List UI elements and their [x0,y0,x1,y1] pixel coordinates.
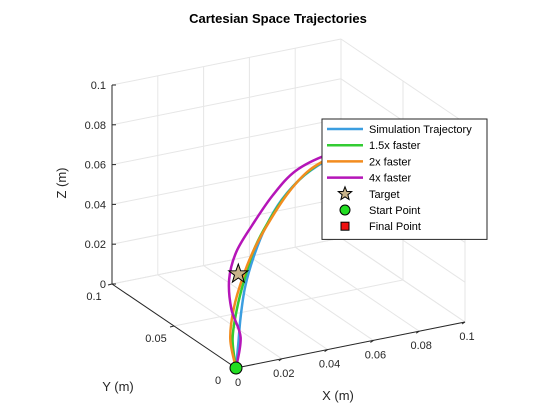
legend-box [321,118,488,240]
z-tick-label: 0.06 [85,160,106,172]
z-tick-label: 0.04 [85,199,106,211]
grid-line [111,118,342,166]
x-tick-label: 0.04 [319,359,340,371]
z-axis-label: Z (m) [54,167,69,198]
grid-line [111,38,342,86]
y-axis-label: Y (m) [102,379,134,394]
y-tick [107,283,113,286]
start-point-marker [229,361,243,375]
x-tick [278,358,283,362]
legend-target-symbol [336,185,354,201]
legend-start-point-symbol [339,204,351,216]
legend-final-point-symbol [340,221,350,231]
legend-entry: 1.5x faster [369,140,421,152]
y-tick-labels: 0 0.05 0.1 [86,291,221,387]
grid-line [111,237,342,285]
y-tick-label: 0.1 [86,291,101,303]
legend-entry: Start Point [369,205,420,217]
x-tick-label: 0.02 [273,368,294,380]
z-tick-labels: 0 0.02 0.04 0.06 0.08 0.1 [85,80,106,291]
grid-line [340,38,466,124]
grid-line [111,197,342,245]
y-tick [169,325,175,328]
y-tick-label: 0.05 [145,333,166,345]
legend-entry: Target [369,189,400,201]
x-tick-label: 0.06 [365,349,386,361]
x-tick-label: 0.1 [459,331,474,343]
x-tick-label: 0.08 [410,340,431,352]
legend-entry: Simulation Trajectory [369,124,472,136]
x-tick [461,321,466,325]
x-tick-label: 0 [235,377,241,389]
legend-entry: Final Point [369,221,421,233]
target-marker [227,262,250,284]
x-tick-labels: 0 0.02 0.04 0.06 0.08 0.1 [235,331,475,389]
x-tick [415,330,420,334]
legend-entry: 4x faster [369,173,412,185]
z-tick-label: 0 [100,279,106,291]
x-axis-label: X (m) [322,388,354,403]
x-axis-line [235,321,466,369]
grid-line [111,78,342,126]
legend: Simulation Trajectory 1.5x faster 2x faste… [321,118,488,240]
z-tick-label: 0.1 [91,80,106,92]
x-tick [370,339,374,343]
series-line-3 [227,140,375,370]
grid-line [340,237,466,323]
legend-entry: 2x faster [369,156,412,168]
z-tick-label: 0.02 [85,239,106,251]
y-tick-label: 0 [215,375,221,387]
chart-title: Cartesian Space Trajectories [189,11,367,26]
grid-line [173,279,404,327]
axes [107,84,466,371]
x-tick [324,349,328,353]
z-tick-label: 0.08 [85,120,106,132]
